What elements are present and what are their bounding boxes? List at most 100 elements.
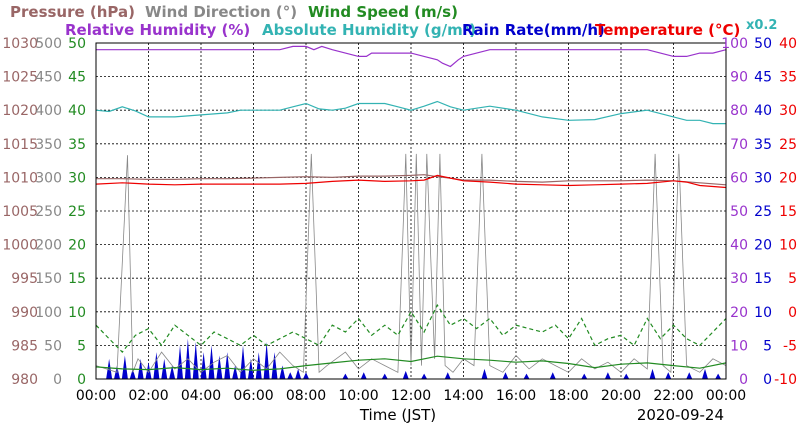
- header-pressure-label: Pressure (hPa): [10, 3, 135, 21]
- rain-spike: [145, 362, 152, 379]
- y-tick-wind_speed: 50: [68, 36, 86, 52]
- rain-spike: [715, 373, 722, 379]
- series-absolute-humidity-x0-2: [95, 100, 726, 125]
- x-tick-label: 14:00: [443, 388, 483, 404]
- header-temperature-label: Temperature (°C): [595, 21, 740, 39]
- rain-spike: [287, 372, 294, 379]
- rain-spike: [402, 370, 409, 379]
- rain-spike: [702, 368, 708, 379]
- rain-spike: [502, 372, 509, 379]
- y-tick-humidity: 80: [730, 103, 748, 119]
- y-tick-wind_speed: 30: [68, 170, 86, 186]
- x-tick-label: 04:00: [181, 388, 221, 404]
- y-tick-temperature: 5: [788, 271, 797, 287]
- rain-spike: [444, 372, 451, 379]
- y-tick-pressure: 1015: [2, 137, 38, 153]
- x-tick-label: 12:00: [391, 388, 431, 404]
- chart-header: Pressure (hPa) Wind Direction (°) Wind S…: [10, 3, 777, 39]
- y-tick-pressure: 1005: [2, 204, 38, 220]
- y-tick-rain: 10: [754, 305, 772, 321]
- y-tick-rain: 20: [754, 238, 772, 254]
- plot-grid: [96, 43, 726, 379]
- x-axis-ticks: 00:00 02:00 04:00 06:00 08:00 10:00 12:00 14:00…: [76, 388, 746, 404]
- y-tick-pressure: 1020: [2, 103, 38, 119]
- x-tick-label: 10:00: [338, 388, 378, 404]
- y-tick-rain: 5: [763, 338, 772, 354]
- rain-spike: [106, 358, 113, 379]
- y-tick-wind_dir: 0: [53, 372, 62, 388]
- rain-spike: [295, 368, 302, 379]
- series-wind-speed-gust: [95, 303, 727, 354]
- y-tick-wind_dir: 450: [35, 70, 62, 86]
- header-absolute-humidity-label: Absolute Humidity (g/m³): [262, 21, 476, 39]
- y-tick-humidity: 60: [730, 170, 748, 186]
- y-tick-wind_speed: 0: [77, 372, 86, 388]
- rain-spike: [623, 373, 630, 379]
- rain-spike: [381, 373, 388, 379]
- rain-spike: [649, 368, 656, 379]
- x-tick-label: 00:00: [706, 388, 746, 404]
- y-tick-wind_speed: 15: [68, 271, 86, 287]
- series-wind-speed-avg: [95, 355, 727, 371]
- x-tick-label: 00:00: [76, 388, 116, 404]
- x-tick-label: 02:00: [128, 388, 168, 404]
- rain-spike: [604, 372, 611, 379]
- y-tick-rain: 30: [754, 170, 772, 186]
- y-tick-wind_dir: 250: [35, 204, 62, 220]
- rain-spike: [216, 355, 223, 379]
- y-axis-ticks: 9809859909951000100510101015102010251030…: [2, 36, 797, 388]
- y-tick-wind_speed: 35: [68, 137, 86, 153]
- y-tick-wind_speed: 10: [68, 305, 86, 321]
- y-tick-wind_dir: 150: [35, 271, 62, 287]
- rain-spike: [581, 373, 588, 379]
- rain-spike: [177, 345, 183, 379]
- rain-spike: [279, 365, 286, 379]
- header-wind-speed-label: Wind Speed (m/s): [308, 3, 458, 21]
- y-tick-pressure: 1010: [2, 170, 38, 186]
- rain-spike: [121, 355, 128, 379]
- y-tick-rain: 0: [763, 372, 772, 388]
- y-tick-rain: 35: [754, 137, 772, 153]
- y-tick-wind_dir: 350: [35, 137, 62, 153]
- header-scale-note: x0.2: [746, 18, 777, 33]
- rain-spike: [360, 372, 367, 379]
- y-tick-rain: 50: [754, 36, 772, 52]
- y-tick-temperature: 35: [779, 70, 797, 86]
- y-tick-humidity: 100: [721, 36, 748, 52]
- y-tick-humidity: 30: [730, 271, 748, 287]
- y-tick-pressure: 995: [11, 271, 38, 287]
- rain-spike: [232, 365, 239, 379]
- rain-spike: [271, 352, 278, 379]
- rain-spike: [129, 368, 136, 379]
- y-tick-temperature: 25: [779, 137, 797, 153]
- y-tick-temperature: 10: [779, 238, 797, 254]
- rain-spike: [224, 352, 231, 379]
- series-pressure: [96, 174, 727, 186]
- y-tick-wind_dir: 200: [35, 238, 62, 254]
- y-tick-humidity: 10: [730, 338, 748, 354]
- rain-spike: [342, 373, 349, 379]
- plot-series: [95, 45, 727, 379]
- y-tick-temperature: 15: [779, 204, 797, 220]
- rain-spike: [549, 372, 556, 379]
- x-tick-label: 08:00: [286, 388, 326, 404]
- series-rain-rate: [106, 338, 722, 379]
- rain-spike: [523, 373, 530, 379]
- y-tick-wind_dir: 500: [35, 36, 62, 52]
- y-tick-wind_dir: 100: [35, 305, 62, 321]
- y-tick-wind_dir: 50: [44, 338, 62, 354]
- x-tick-label: 16:00: [496, 388, 536, 404]
- rain-spike: [481, 368, 488, 379]
- rain-spike: [169, 365, 176, 379]
- y-tick-wind_speed: 5: [77, 338, 86, 354]
- y-tick-wind_speed: 40: [68, 103, 86, 119]
- y-tick-humidity: 70: [730, 137, 748, 153]
- y-tick-wind_dir: 400: [35, 103, 62, 119]
- y-tick-humidity: 90: [730, 70, 748, 86]
- y-tick-pressure: 1030: [2, 36, 38, 52]
- y-tick-pressure: 980: [11, 372, 38, 388]
- rain-spike: [153, 352, 160, 379]
- y-tick-temperature: 20: [779, 170, 797, 186]
- x-tick-label: 18:00: [548, 388, 588, 404]
- y-tick-wind_speed: 20: [68, 238, 86, 254]
